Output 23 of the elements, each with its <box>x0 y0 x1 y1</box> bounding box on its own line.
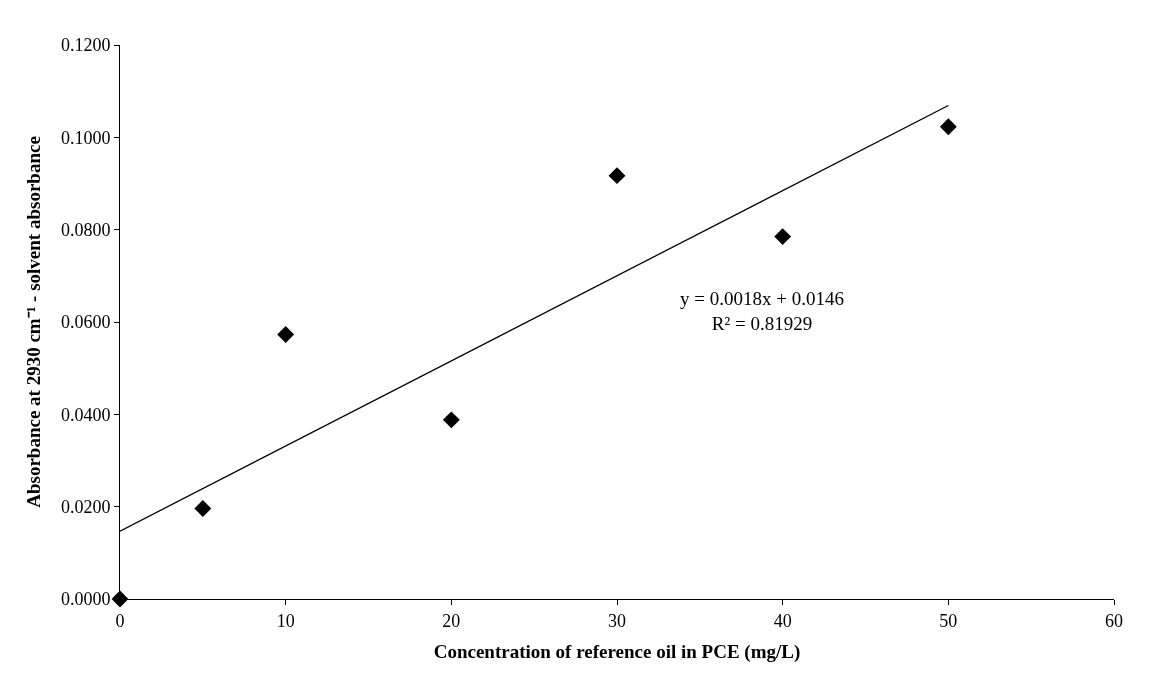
y-tick-label: 0.1200 <box>60 35 111 56</box>
x-tick-label: 60 <box>1105 610 1123 631</box>
point <box>194 500 212 517</box>
y-tick-label: 0.0400 <box>60 404 111 425</box>
x-tick-label: 50 <box>939 610 958 631</box>
y-axis-title: Absorbance at 2930 cm⁻¹ - solvent absorbance <box>22 136 44 508</box>
x-tick-label: 30 <box>608 610 626 631</box>
x-tick-label: 10 <box>276 610 295 631</box>
point <box>939 118 957 136</box>
annotation: y = 0.0018x + 0.0146 R² = 0.81929 <box>680 288 844 334</box>
point <box>608 167 626 185</box>
y-tick-label: 0.0600 <box>60 312 111 333</box>
y-tick-label: 0.0800 <box>60 219 111 240</box>
y-tick-label: 0.0200 <box>60 496 111 517</box>
point <box>277 326 295 343</box>
y-tick-label: 0.0000 <box>60 589 111 610</box>
x-tick-label: 40 <box>773 610 792 631</box>
point <box>442 411 460 429</box>
x-axis-title: Concentration of reference oil in PCE (mg/L) <box>433 641 801 664</box>
point <box>774 228 792 246</box>
x-tick-label: 0 <box>115 610 125 631</box>
y-tick-label: 0.1000 <box>60 127 111 148</box>
x-tick-label: 20 <box>442 610 461 631</box>
